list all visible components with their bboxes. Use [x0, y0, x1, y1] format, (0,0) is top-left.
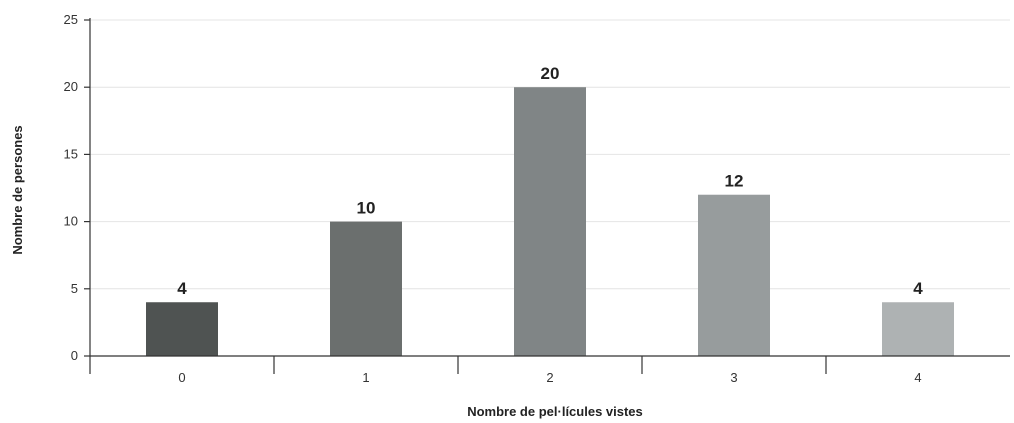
data-label-2: 20 — [541, 64, 560, 83]
data-label-3: 12 — [725, 172, 744, 191]
x-tick-label: 3 — [730, 370, 737, 385]
x-tick-label: 2 — [546, 370, 553, 385]
bar-0 — [146, 302, 218, 356]
bar-2 — [514, 87, 586, 356]
y-tick-label: 10 — [64, 214, 78, 229]
x-tick-labels: 0 1 2 3 4 — [178, 356, 922, 385]
x-tick-label: 0 — [178, 370, 185, 385]
x-tick-label: 1 — [362, 370, 369, 385]
y-tick-label: 25 — [64, 12, 78, 27]
x-tick-label: 4 — [914, 370, 921, 385]
data-label-0: 4 — [177, 279, 187, 298]
axes — [89, 18, 1010, 374]
y-axis-title: Nombre de persones — [10, 125, 25, 254]
bar-3 — [698, 194, 770, 356]
bar-4 — [882, 302, 954, 356]
x-axis-title: Nombre de pel·lícules vistes — [467, 404, 643, 419]
y-tick-labels: 0 5 10 15 20 25 — [64, 12, 90, 363]
y-tick-label: 0 — [71, 348, 78, 363]
bar-1 — [330, 221, 402, 356]
data-label-4: 4 — [913, 279, 923, 298]
data-label-1: 10 — [357, 199, 376, 218]
bars — [146, 87, 954, 356]
y-tick-label: 20 — [64, 79, 78, 94]
y-tick-label: 5 — [71, 281, 78, 296]
data-labels: 4 10 20 12 4 — [177, 64, 923, 298]
y-tick-label: 15 — [64, 146, 78, 161]
